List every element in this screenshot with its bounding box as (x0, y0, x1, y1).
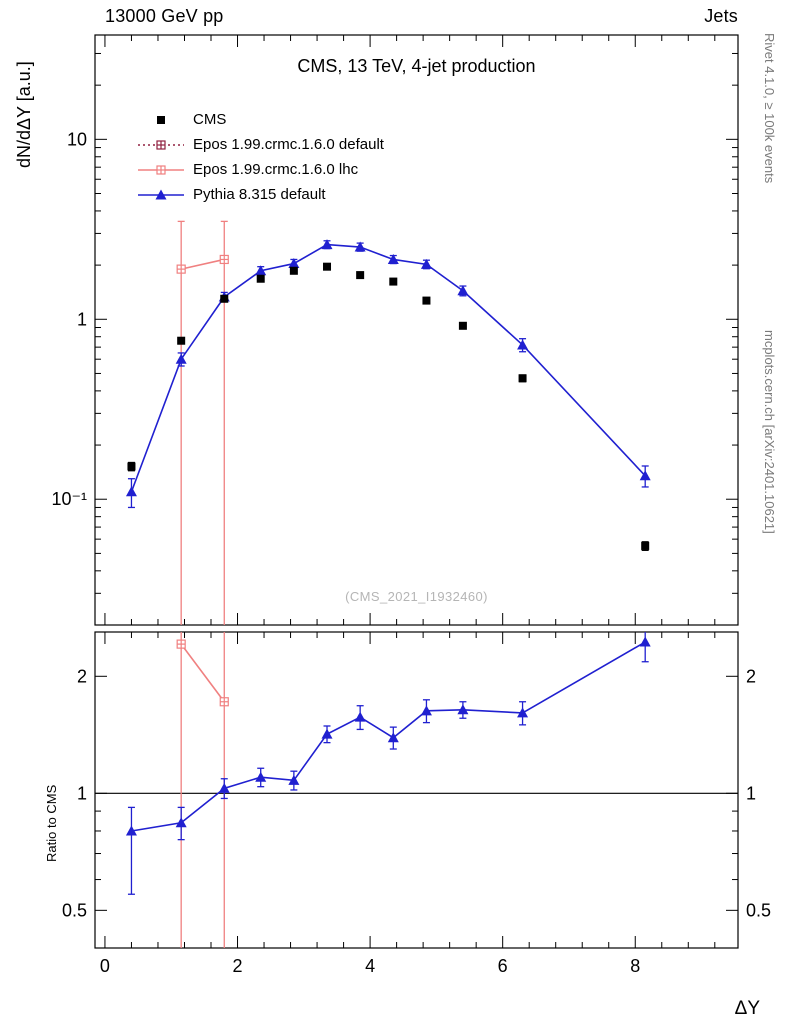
legend-marker-square (157, 115, 165, 124)
marker-triangle (517, 339, 529, 350)
legend: CMS Epos 1.99.crmc.1.6.0 default Epos 1.99… (138, 107, 384, 207)
legend-label: Epos 1.99.crmc.1.6.0 lhc (193, 161, 359, 178)
marker-square (518, 374, 527, 383)
marker-triangle (288, 258, 300, 269)
marker-triangle (387, 732, 399, 743)
y-axis-label-ratio: Ratio to CMS (44, 784, 59, 862)
main-panel-frame (94, 34, 739, 626)
marker-square (422, 296, 431, 305)
ratio-tick-label-left: 0.5 (62, 900, 87, 920)
legend-item: Pythia 8.315 default (138, 182, 384, 207)
series-pythia-8-315-default (125, 239, 651, 509)
marker-triangle (255, 265, 267, 276)
marker-triangle (175, 817, 187, 828)
legend-label: CMS (193, 111, 227, 128)
ratio-tick-label-left: 1 (77, 783, 87, 803)
marker-triangle (639, 470, 651, 481)
marker-triangle (125, 825, 137, 836)
legend-label: Pythia 8.315 default (193, 186, 326, 203)
ratio-tick-label-right: 1 (746, 783, 756, 803)
ratio-tick-label-right: 2 (746, 666, 756, 686)
marker-triangle (321, 728, 333, 739)
marker-square (289, 266, 298, 275)
marker-triangle (354, 241, 366, 252)
marker-square (389, 277, 398, 286)
beam-energy-label: 13000 GeV pp (105, 6, 224, 26)
x-tick-label: 2 (233, 956, 243, 976)
marker-triangle (457, 285, 469, 296)
marker-triangle (255, 771, 267, 782)
marker-triangle (639, 636, 651, 647)
marker-triangle (321, 239, 333, 250)
x-tick-label: 4 (365, 956, 375, 976)
x-tick-label: 0 (100, 956, 110, 976)
marker-triangle (218, 782, 230, 793)
ratio-panel-frame (94, 631, 739, 949)
marker-triangle (288, 774, 300, 785)
marker-square (177, 336, 186, 345)
x-tick-label: 8 (630, 956, 640, 976)
marker-triangle (387, 253, 399, 264)
marker-triangle (155, 189, 167, 199)
plot-title: CMS, 13 TeV, 4-jet production (297, 56, 536, 76)
series-cms (127, 262, 650, 551)
marker-square (220, 294, 229, 303)
legend-label: Epos 1.99.crmc.1.6.0 default (193, 136, 384, 153)
legend-item: Epos 1.99.crmc.1.6.0 lhc (138, 157, 384, 182)
marker-square (458, 321, 467, 330)
analysis-id-watermark: (CMS_2021_I1932460) (345, 589, 488, 604)
marker-square (323, 262, 332, 271)
marker-square (256, 274, 265, 283)
marker-square (127, 462, 136, 471)
y-tick-label-main: 10⁻¹ (51, 489, 87, 509)
ratio-tick-label-left: 2 (77, 666, 87, 686)
series-epos-1-99-crmc-1-6-0-lhc (176, 632, 229, 948)
y-axis-label-main: dN/dΔY [a.u.] (14, 61, 34, 168)
marker-square (157, 115, 165, 124)
mcplots-arxiv-note: mcplots.cern.ch [arXiv:2401.10621] (762, 330, 777, 534)
x-tick-label: 6 (498, 956, 508, 976)
marker-triangle (457, 704, 469, 715)
marker-triangle (517, 707, 529, 718)
marker-triangle (420, 258, 432, 269)
series-pythia-8-315-default (125, 632, 651, 895)
legend-item: Epos 1.99.crmc.1.6.0 default (138, 132, 384, 157)
marker-triangle (125, 486, 137, 497)
y-tick-label-main: 1 (77, 309, 87, 329)
ratio-tick-label-right: 0.5 (746, 900, 771, 920)
legend-item: CMS (138, 107, 384, 132)
marker-triangle (175, 353, 187, 364)
legend-marker-triangle (138, 189, 184, 199)
series-epos-1-99-crmc-1-6-0-lhc (176, 220, 229, 625)
legend-marker-cross-square (138, 139, 184, 150)
analysis-group-label: Jets (704, 6, 738, 26)
marker-triangle (420, 705, 432, 716)
y-tick-label-main: 10 (67, 129, 87, 149)
marker-square (356, 271, 365, 280)
legend-marker-cross-square (138, 164, 184, 175)
marker-triangle (354, 711, 366, 722)
marker-square (641, 541, 650, 550)
x-axis-label: ΔY (734, 998, 760, 1019)
rivet-version-note: Rivet 4.1.0, ≥ 100k events (762, 33, 777, 184)
